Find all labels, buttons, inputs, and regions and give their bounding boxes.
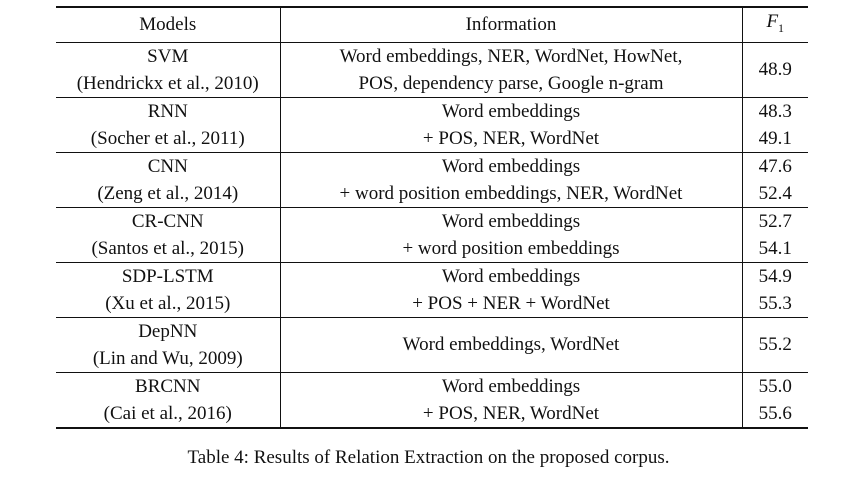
information-line: + POS + NER + WordNet bbox=[412, 292, 610, 314]
information-line: + POS, NER, WordNet bbox=[422, 402, 600, 424]
model-cell: SVM (Hendrickx et al., 2010) bbox=[56, 41, 280, 98]
f1-value: 54.9 bbox=[758, 265, 792, 287]
model-name: CR-CNN bbox=[131, 210, 204, 232]
table-body: SVM (Hendrickx et al., 2010) Word embeddin… bbox=[56, 41, 808, 429]
model-name: DepNN bbox=[138, 320, 198, 342]
information-cell: Word embeddings, NER, WordNet, HowNet, PO… bbox=[279, 41, 742, 98]
f1-value: 55.0 bbox=[758, 375, 792, 397]
model-citation: (Lin and Wu, 2009) bbox=[92, 347, 243, 369]
model-cell: CR-CNN (Santos et al., 2015) bbox=[56, 206, 280, 263]
information-cell: Word embeddings, WordNet bbox=[279, 316, 742, 373]
f1-cell: 47.6 52.4 bbox=[741, 151, 808, 208]
table-row: BRCNN (Cai et al., 2016) Word embeddings + … bbox=[56, 371, 808, 429]
model-citation: (Santos et al., 2015) bbox=[91, 237, 244, 259]
model-citation: (Xu et al., 2015) bbox=[105, 292, 231, 314]
f1-cell: 48.3 49.1 bbox=[741, 96, 808, 153]
information-line: Word embeddings, NER, WordNet, HowNet, bbox=[339, 45, 683, 67]
header-f1-subscript: 1 bbox=[778, 20, 785, 35]
f1-value: 55.2 bbox=[758, 334, 792, 356]
model-name: BRCNN bbox=[135, 375, 201, 397]
model-cell: CNN (Zeng et al., 2014) bbox=[56, 151, 280, 208]
f1-value: 47.6 bbox=[758, 155, 792, 177]
table-caption: Table 4: Results of Relation Extraction … bbox=[187, 447, 670, 468]
model-citation: (Cai et al., 2016) bbox=[103, 402, 232, 424]
table-row: RNN (Socher et al., 2011) Word embeddings +… bbox=[56, 96, 808, 153]
information-line: Word embeddings bbox=[441, 265, 581, 287]
header-f1: F1 bbox=[741, 5, 808, 43]
information-cell: Word embeddings + word position embedding… bbox=[279, 151, 742, 208]
f1-value: 55.6 bbox=[758, 402, 792, 424]
header-information: Information bbox=[279, 5, 742, 43]
f1-cell: 54.9 55.3 bbox=[741, 261, 808, 318]
information-line: Word embeddings, WordNet bbox=[402, 334, 620, 356]
f1-value: 54.1 bbox=[758, 237, 792, 259]
results-table: Models Information F1 SVM (Hendrickx et a… bbox=[56, 5, 808, 429]
information-line: + word position embeddings, NER, WordNet bbox=[339, 182, 683, 204]
f1-value: 52.4 bbox=[758, 182, 792, 204]
f1-cell: 55.0 55.6 bbox=[741, 371, 808, 429]
f1-value: 49.1 bbox=[758, 127, 792, 149]
header-models: Models bbox=[56, 5, 280, 43]
model-name: CNN bbox=[147, 155, 188, 177]
table-row: SDP-LSTM (Xu et al., 2015) Word embeddings… bbox=[56, 261, 808, 318]
f1-cell: 55.2 bbox=[741, 316, 808, 373]
information-line: Word embeddings bbox=[441, 375, 581, 397]
f1-cell: 52.7 54.1 bbox=[741, 206, 808, 263]
model-citation: (Zeng et al., 2014) bbox=[97, 182, 239, 204]
f1-cell: 48.9 bbox=[741, 41, 808, 98]
header-f1-letter: F bbox=[766, 11, 779, 32]
table-row: DepNN (Lin and Wu, 2009) Word embeddings, … bbox=[56, 316, 808, 373]
information-cell: Word embeddings + POS + NER + WordNet bbox=[279, 261, 742, 318]
information-line: Word embeddings bbox=[441, 155, 581, 177]
f1-value: 52.7 bbox=[758, 210, 792, 232]
model-cell: BRCNN (Cai et al., 2016) bbox=[56, 371, 280, 429]
model-citation: (Socher et al., 2011) bbox=[90, 127, 245, 149]
model-name: RNN bbox=[147, 100, 188, 122]
information-line: + word position embeddings bbox=[402, 237, 620, 259]
model-name: SDP-LSTM bbox=[121, 265, 214, 287]
table-row: SVM (Hendrickx et al., 2010) Word embeddin… bbox=[56, 41, 808, 98]
model-cell: DepNN (Lin and Wu, 2009) bbox=[56, 316, 280, 373]
information-cell: Word embeddings + POS, NER, WordNet bbox=[279, 96, 742, 153]
f1-value: 48.9 bbox=[758, 59, 792, 81]
information-line: Word embeddings bbox=[441, 100, 581, 122]
table-header-row: Models Information F1 bbox=[56, 5, 808, 43]
information-line: + POS, NER, WordNet bbox=[422, 127, 600, 149]
f1-value: 48.3 bbox=[758, 100, 792, 122]
information-cell: Word embeddings + word position embedding… bbox=[279, 206, 742, 263]
information-cell: Word embeddings + POS, NER, WordNet bbox=[279, 371, 742, 429]
model-citation: (Hendrickx et al., 2010) bbox=[76, 72, 259, 94]
f1-value: 55.3 bbox=[758, 292, 792, 314]
information-line: Word embeddings bbox=[441, 210, 581, 232]
model-cell: RNN (Socher et al., 2011) bbox=[56, 96, 280, 153]
table-row: CR-CNN (Santos et al., 2015) Word embeddin… bbox=[56, 206, 808, 263]
table-row: CNN (Zeng et al., 2014) Word embeddings + w… bbox=[56, 151, 808, 208]
model-cell: SDP-LSTM (Xu et al., 2015) bbox=[56, 261, 280, 318]
model-name: SVM bbox=[147, 45, 189, 67]
information-line: POS, dependency parse, Google n-gram bbox=[358, 72, 664, 94]
